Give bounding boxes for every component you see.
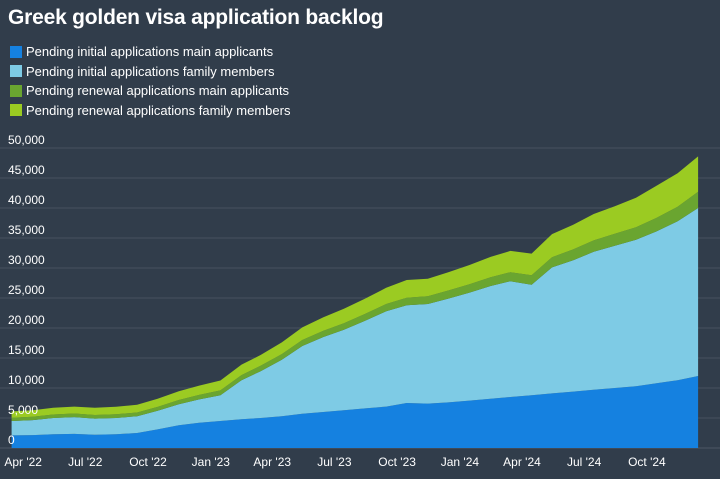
- x-tick-label: Apr '23: [253, 455, 291, 469]
- x-tick-label: Oct '23: [378, 455, 416, 469]
- x-tick-label: Jan '24: [441, 455, 480, 469]
- legend-swatch-renewal-main: [10, 84, 22, 97]
- legend-item-initial-main[interactable]: Pending initial applications main applic…: [10, 42, 290, 62]
- legend-item-initial-family[interactable]: Pending initial applications family memb…: [10, 62, 290, 82]
- legend-swatch-renewal-family: [10, 104, 22, 117]
- legend-label-renewal-main: Pending renewal applications main applic…: [26, 83, 290, 99]
- x-tick-label: Oct '24: [628, 455, 666, 469]
- x-tick-label: Apr '22: [4, 455, 42, 469]
- x-tick-label: Oct '22: [129, 455, 167, 469]
- y-tick-label: 45,000: [8, 163, 45, 177]
- x-tick-label: Jul '22: [68, 455, 103, 469]
- x-tick-label: Jul '24: [567, 455, 602, 469]
- y-axis: 0 5,000 10,000 15,000 20,000 25,000 30,000 35,0…: [8, 133, 45, 447]
- y-tick-label: 15,000: [8, 343, 45, 357]
- x-axis: Apr '22 Jul '22 Oct '22 Jan '23 Apr '23 Jul '…: [4, 455, 666, 469]
- area-series-2[interactable]: [11, 208, 699, 436]
- legend-label-initial-main: Pending initial applications main applic…: [26, 44, 274, 60]
- y-tick-label: 0: [8, 433, 15, 447]
- y-tick-label: 5,000: [8, 403, 38, 417]
- area-layer: [11, 156, 699, 448]
- x-tick-label: Apr '24: [503, 455, 541, 469]
- legend-item-renewal-family[interactable]: Pending renewal applications family memb…: [10, 101, 290, 121]
- area-series-1[interactable]: [11, 376, 699, 448]
- x-tick-label: Jul '23: [317, 455, 352, 469]
- y-tick-label: 20,000: [8, 313, 45, 327]
- chart-title: Greek golden visa application backlog: [8, 6, 384, 29]
- legend: Pending initial applications main applic…: [10, 42, 290, 120]
- legend-label-initial-family: Pending initial applications family memb…: [26, 63, 275, 79]
- x-tick-label: Jan '23: [192, 455, 231, 469]
- y-tick-label: 35,000: [8, 223, 45, 237]
- y-tick-label: 25,000: [8, 283, 45, 297]
- y-tick-label: 10,000: [8, 373, 45, 387]
- y-tick-label: 50,000: [8, 133, 45, 147]
- legend-swatch-initial-family: [10, 65, 22, 78]
- y-tick-label: 40,000: [8, 193, 45, 207]
- legend-item-renewal-main[interactable]: Pending renewal applications main applic…: [10, 81, 290, 101]
- legend-label-renewal-family: Pending renewal applications family memb…: [26, 102, 291, 118]
- y-tick-label: 30,000: [8, 253, 45, 267]
- legend-swatch-initial-main: [10, 45, 22, 58]
